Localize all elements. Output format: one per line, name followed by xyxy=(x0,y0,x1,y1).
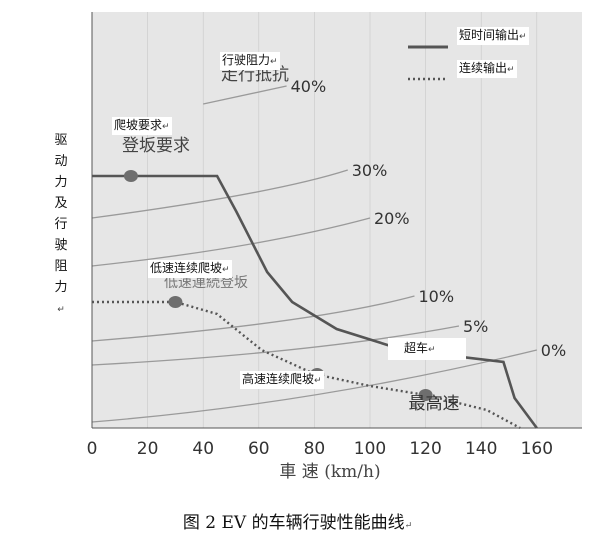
figure-caption: 图 2 EV 的车辆行驶性能曲线↵ xyxy=(0,508,595,533)
caption-text: 图 2 EV 的车辆行驶性能曲线 xyxy=(182,513,405,533)
resistance-curve xyxy=(91,295,415,342)
return-mark: ↵ xyxy=(162,122,170,132)
grade-label: 5% xyxy=(463,317,488,336)
marker-point xyxy=(168,296,183,308)
grade-label: 30% xyxy=(352,161,388,180)
climbing-requirement-text: 爬坡要求 xyxy=(114,118,163,132)
x-tick-label: 100 xyxy=(354,439,386,459)
grade-label: 0% xyxy=(541,341,566,360)
return-mark: ↵ xyxy=(428,345,436,355)
y-axis-label-char: 力 xyxy=(54,280,68,295)
resistance-curves: 40% 30% 20% 10% 5% 0% xyxy=(91,77,566,423)
resistance-curve xyxy=(91,217,371,267)
low-speed-climb-label: 低速连续爬坡↵ xyxy=(148,260,232,278)
grade-label: 40% xyxy=(291,77,327,96)
climbing-requirement-label: 爬坡要求↵ xyxy=(112,117,172,135)
legend-continuous-label: 连续输出↵ xyxy=(457,60,517,78)
x-tick-label: 0 xyxy=(87,439,98,459)
return-mark: ↵ xyxy=(404,521,413,531)
return-mark: ↵ xyxy=(57,305,65,315)
high-speed-climb-text: 高速连续爬坡 xyxy=(242,372,315,386)
legend-short-text: 短时间输出 xyxy=(459,28,520,42)
original-resistance-label: 走行抵抗 xyxy=(221,65,289,85)
x-tick-label: 40 xyxy=(192,439,214,459)
x-tick-label: 80 xyxy=(304,439,326,459)
top-speed-label: 最高速 xyxy=(409,394,460,414)
return-mark: ↵ xyxy=(519,32,527,42)
resistance-text: 行驶阻力 xyxy=(222,53,271,67)
y-axis-label-char: 力 xyxy=(54,175,68,190)
original-climbing-label: 登坂要求 xyxy=(122,136,190,156)
grade-label: 20% xyxy=(374,209,410,228)
overtake-text: 超车 xyxy=(404,341,429,355)
x-tick-label: 60 xyxy=(248,439,270,459)
y-axis-label-char: 动 xyxy=(54,154,68,169)
resistance-curve xyxy=(91,169,348,219)
resistance-label: 行驶阻力↵ xyxy=(220,52,280,70)
x-tick-label: 140 xyxy=(465,439,497,459)
marker-point xyxy=(123,170,138,182)
x-tick-label: 20 xyxy=(137,439,159,459)
marker-point xyxy=(418,389,433,401)
x-tick-label: 120 xyxy=(409,439,441,459)
y-axis-label-char: 阻 xyxy=(54,259,68,274)
return-mark: ↵ xyxy=(507,65,515,75)
y-axis-label-char: 及 xyxy=(54,196,68,211)
output-curves xyxy=(92,174,538,430)
original-low-speed-label: 低速連続登坂 xyxy=(164,274,248,291)
low-speed-climb-text: 低速连续爬坡 xyxy=(150,261,223,275)
overtake-label: 超车↵ xyxy=(388,338,466,360)
y-axis-label-char: 驱 xyxy=(54,133,68,148)
x-axis-label: 車 速 (km/h) xyxy=(279,462,380,482)
high-speed-climb-label: 高速连续爬坡↵ xyxy=(240,371,324,389)
return-mark: ↵ xyxy=(314,376,322,386)
resistance-curve xyxy=(203,85,287,105)
legend-continuous-text: 连续输出 xyxy=(459,61,508,75)
grade-label: 10% xyxy=(418,287,454,306)
y-axis-label: 驱动力及行驶阻力 ↵ xyxy=(52,130,70,321)
y-axis-label-char: 行 xyxy=(54,217,68,232)
x-tick-labels: 0 20 40 60 80 100 120 140 160 xyxy=(87,439,553,459)
return-mark: ↵ xyxy=(222,265,230,275)
x-tick-label: 160 xyxy=(521,439,553,459)
short-time-output-curve xyxy=(92,174,538,429)
return-mark: ↵ xyxy=(270,57,278,67)
legend-short-label: 短时间输出↵ xyxy=(457,27,529,45)
resistance-curve xyxy=(91,325,460,366)
resistance-curve xyxy=(91,349,537,423)
y-axis-label-char: 驶 xyxy=(54,238,68,253)
y-axis-label-text: 驱动力及行驶阻力 xyxy=(52,130,70,298)
